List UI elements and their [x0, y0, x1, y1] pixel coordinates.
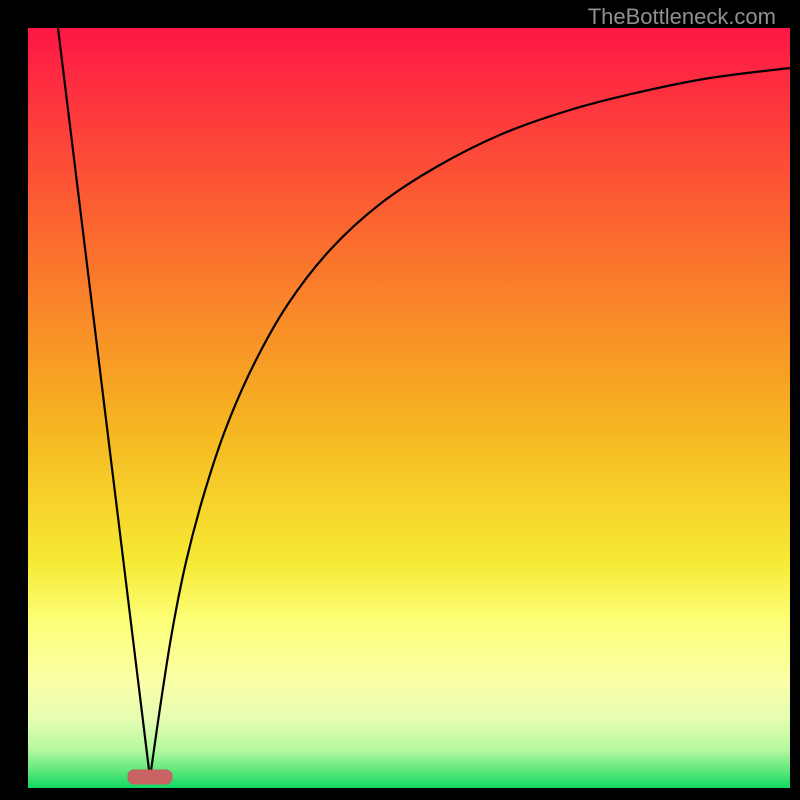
optimal-marker — [128, 770, 172, 784]
chart-svg — [0, 0, 800, 800]
plot-area — [28, 28, 790, 788]
attribution-watermark: TheBottleneck.com — [588, 4, 776, 30]
chart-frame: TheBottleneck.com — [0, 0, 800, 800]
